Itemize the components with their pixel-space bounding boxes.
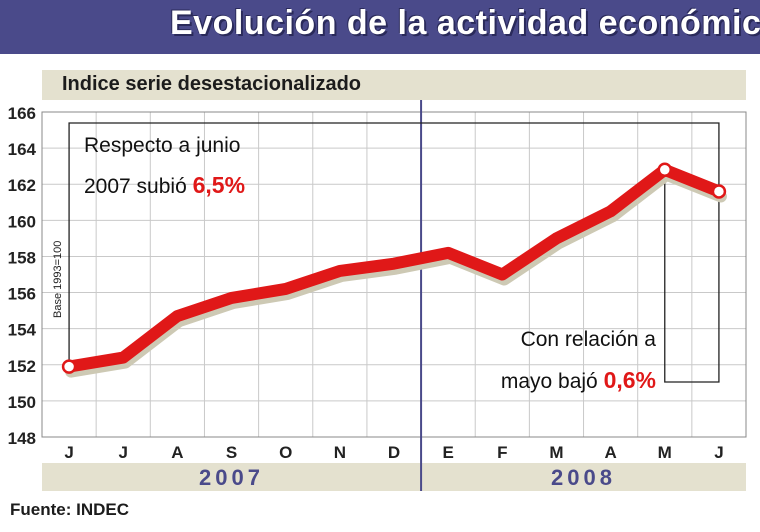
x-tick-label: O [279, 443, 292, 462]
y-tick-label: 160 [8, 212, 36, 231]
annotation-monthly-line2: mayo bajó 0,6% [501, 367, 656, 393]
year-label: 2007 [199, 465, 264, 490]
chart-title: Evolución de la actividad económica [170, 4, 760, 42]
y-tick-label: 158 [8, 248, 36, 267]
y-tick-label: 154 [8, 321, 37, 340]
year-band [42, 463, 746, 491]
x-tick-label: M [549, 443, 563, 462]
annotation-yearly-value: 6,5% [193, 172, 245, 198]
x-tick-label: F [497, 443, 507, 462]
year-label: 2008 [551, 465, 616, 490]
x-tick-label: E [442, 443, 453, 462]
chart-subtitle: Indice serie desestacionalizado [62, 73, 362, 95]
x-tick-label: N [334, 443, 346, 462]
data-point-marker [711, 184, 727, 199]
x-tick-label: D [388, 443, 400, 462]
y-axis-label: Base 1993=100 [52, 241, 64, 318]
source-note: Fuente: INDEC [10, 500, 129, 519]
annotation-yearly-text: 2007 subió [84, 175, 193, 198]
annotation-yearly-line2: 2007 subió 6,5% [84, 172, 245, 198]
annotation-bracket-monthly [664, 169, 720, 383]
x-tick-label: J [714, 443, 723, 462]
annotation-monthly-text: mayo bajó [501, 370, 604, 393]
annotation-monthly-value: 0,6% [604, 367, 656, 393]
plot-frame [41, 111, 747, 438]
data-point-marker [657, 162, 673, 178]
subtitle-band [42, 70, 746, 100]
y-tick-label: 164 [8, 140, 37, 159]
annotation-monthly-line1: Con relación a [521, 328, 657, 351]
annotation-yearly-line1: Respecto a junio [84, 134, 240, 157]
x-tick-label: J [118, 443, 127, 462]
y-tick-label: 156 [8, 285, 36, 304]
x-tick-label: M [658, 443, 672, 462]
series-line [63, 163, 725, 373]
title-bar [0, 0, 760, 54]
x-tick-label: J [64, 443, 73, 462]
y-tick-label: 152 [8, 357, 36, 376]
y-tick-label: 150 [8, 393, 36, 412]
y-tick-label: 148 [8, 429, 36, 448]
annotation-bracket-yearly [68, 122, 720, 367]
y-tick-label: 162 [8, 176, 36, 195]
data-point-marker [61, 359, 77, 374]
x-tick-label: A [171, 443, 183, 462]
y-tick-label: 166 [8, 104, 36, 123]
x-tick-label: S [226, 443, 237, 462]
x-tick-label: A [604, 443, 616, 462]
